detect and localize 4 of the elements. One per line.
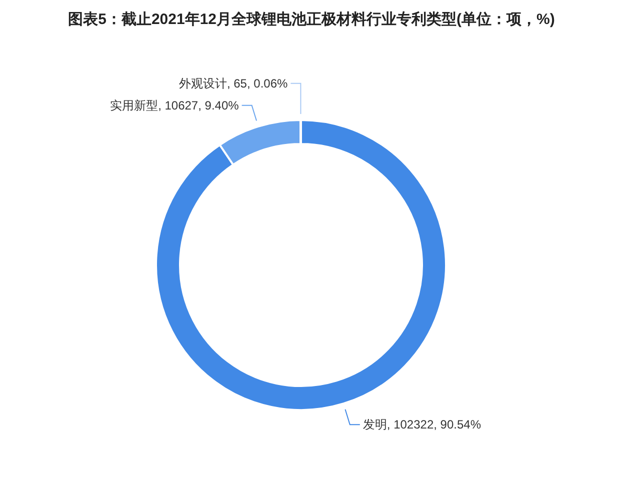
slice-label: 外观设计, 65, 0.06% (178, 76, 288, 90)
chart-title: 图表5：截止2021年12月全球锂电池正极材料行业专利类型(单位：项，%) (68, 11, 555, 28)
slice-label: 发明, 102322, 90.54% (362, 418, 482, 432)
slice-label: 实用新型, 10627, 9.40% (110, 98, 240, 112)
